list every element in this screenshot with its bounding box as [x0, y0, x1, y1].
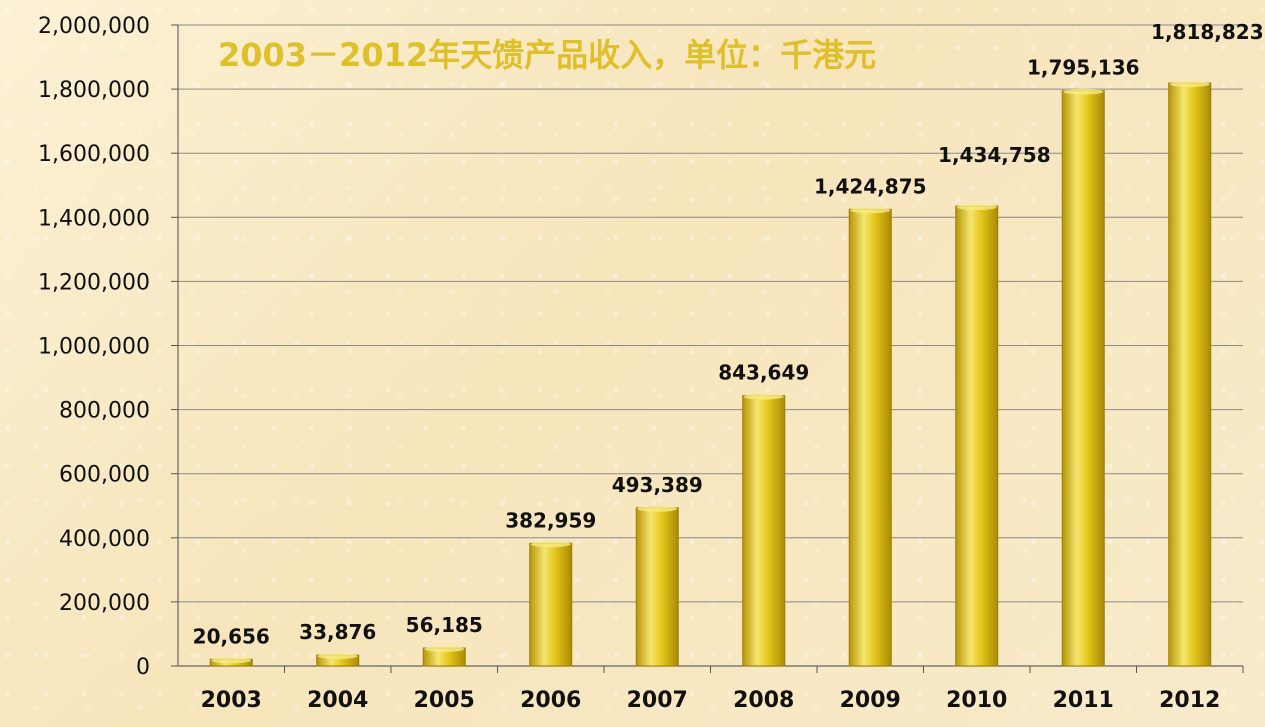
bar-2007 [635, 507, 679, 667]
y-tick-label: 1,200,000 [38, 270, 150, 295]
y-tick-label: 400,000 [59, 527, 150, 552]
x-tick-label: 2006 [520, 688, 581, 713]
x-tick-label: 2005 [414, 688, 475, 713]
chart-title: 2003－2012年天馈产品收入，单位：千港元 [218, 36, 876, 74]
y-tick-label: 200,000 [59, 591, 150, 616]
bar-2006 [529, 542, 573, 667]
data-label: 493,389 [612, 473, 703, 497]
data-label: 20,656 [193, 624, 270, 648]
x-tick-label: 2009 [840, 688, 901, 713]
x-tick-label: 2008 [733, 688, 794, 713]
bar-cap-2009 [850, 207, 891, 214]
data-label: 33,876 [299, 620, 376, 644]
data-label: 1,424,875 [814, 174, 927, 198]
bar-cap-2005 [424, 645, 465, 652]
data-label: 1,795,136 [1027, 56, 1140, 80]
bar-cap-2007 [637, 505, 678, 512]
y-tick-label: 600,000 [59, 463, 150, 488]
y-tick-label: 1,400,000 [38, 206, 150, 231]
data-label: 56,185 [406, 613, 483, 637]
axes: 0 200,000 400,000 600,000 800,000 1,000,000 1,… [38, 14, 1244, 713]
bar-2009 [848, 208, 892, 667]
y-tick-label: 800,000 [59, 399, 150, 424]
y-tick-label: 1,600,000 [38, 142, 150, 167]
bar-cap-2004 [317, 653, 358, 660]
bar-cap-2006 [530, 541, 571, 548]
grid-lines [178, 24, 1243, 603]
data-label: 1,818,823 [1151, 20, 1264, 44]
x-tick-label: 2007 [627, 688, 688, 713]
bar-cap-2003 [211, 657, 252, 664]
y-tick-label: 2,000,000 [38, 14, 150, 39]
bar-cap-2012 [1169, 81, 1210, 88]
bar-cap-2008 [743, 393, 784, 400]
bar-cap-2011 [1063, 88, 1104, 95]
data-labels: 20,656 33,876 56,185 382,959 493,389 843,649 1… [193, 20, 1264, 648]
y-tick-label: 1,000,000 [38, 335, 150, 360]
bar-2011 [1061, 90, 1105, 667]
bar-cap-2010 [956, 204, 997, 211]
bar-2008 [742, 395, 786, 667]
data-label: 843,649 [718, 361, 809, 385]
data-label: 1,434,758 [938, 143, 1051, 167]
x-tick-label: 2004 [307, 688, 368, 713]
x-tick-label: 2010 [946, 688, 1007, 713]
x-tick-label: 2003 [201, 688, 262, 713]
data-label: 382,959 [505, 508, 596, 532]
y-tick-label: 0 [136, 655, 150, 680]
bar-2012 [1168, 82, 1212, 667]
bar-2010 [955, 205, 999, 667]
x-tick-label: 2011 [1053, 688, 1114, 713]
bars [209, 81, 1212, 667]
x-tick-label: 2012 [1159, 688, 1220, 713]
y-tick-label: 1,800,000 [38, 78, 150, 103]
